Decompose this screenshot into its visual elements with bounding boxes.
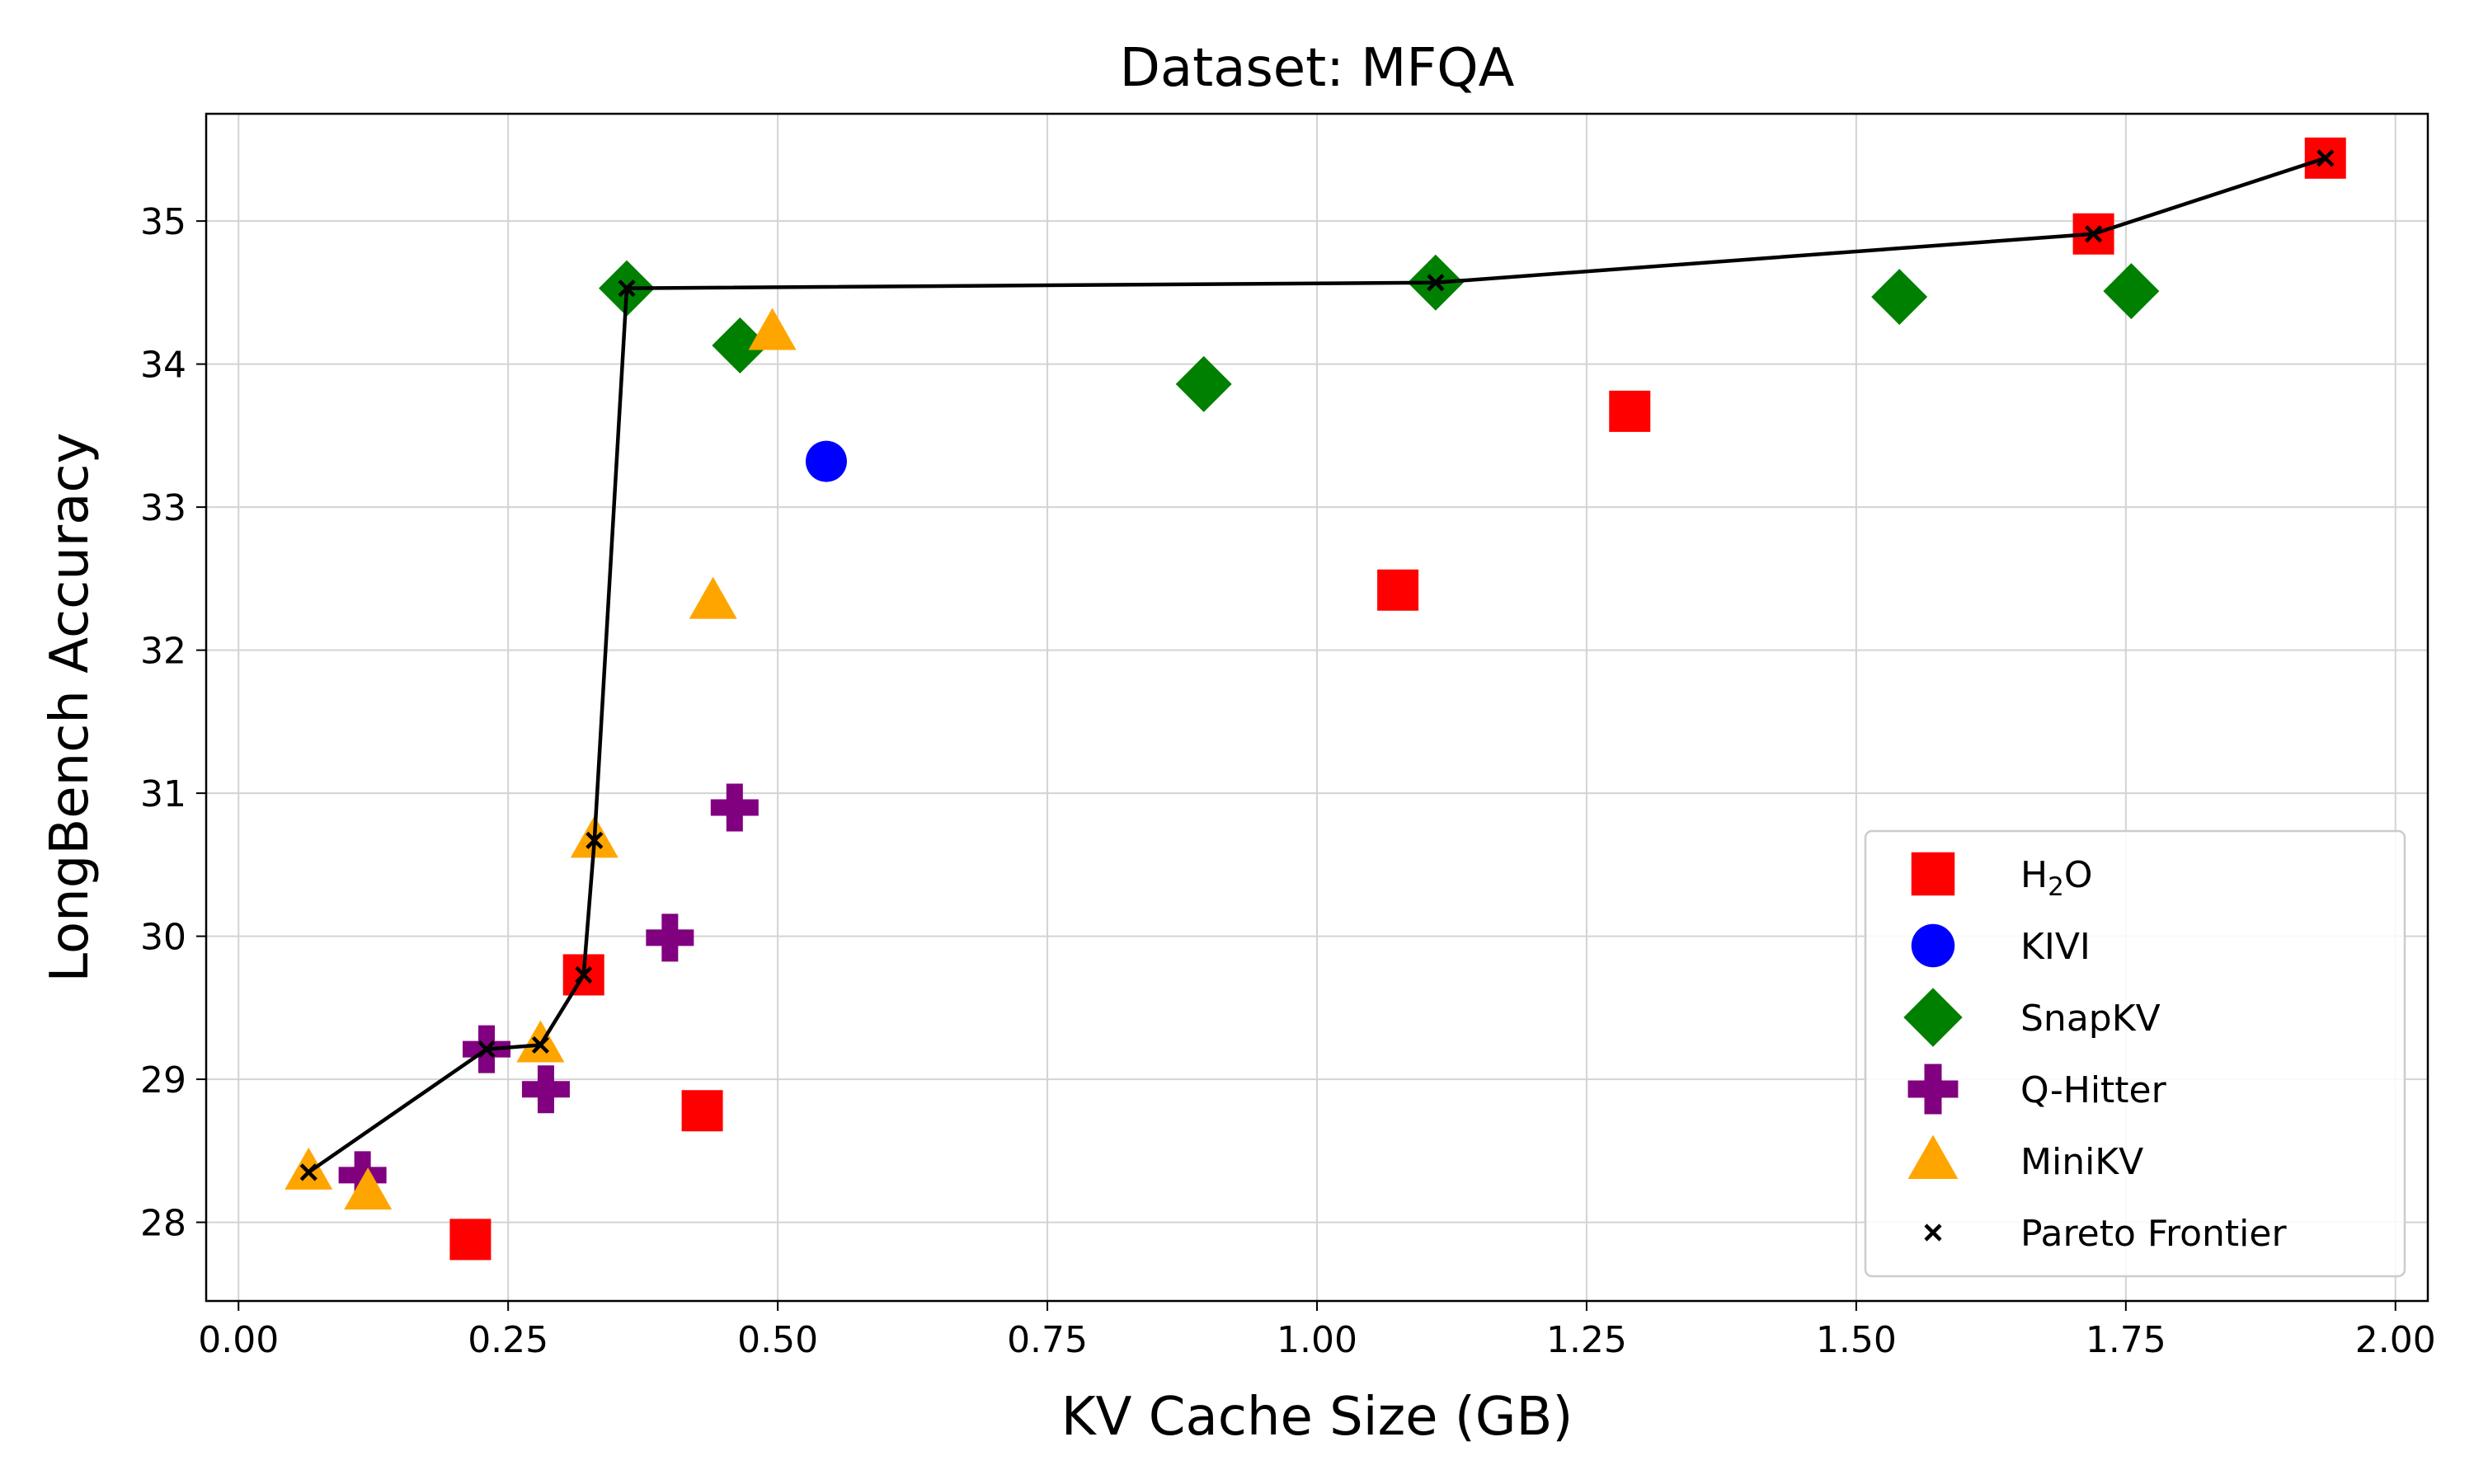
chart-title: Dataset: MFQA <box>1120 38 1515 99</box>
legend-marker-kivi <box>1911 923 1955 968</box>
minikv-point <box>285 1147 333 1190</box>
h2o-point <box>1609 390 1651 432</box>
legend-label-minikv: MiniKV <box>2020 1141 2143 1183</box>
q-hitter-point <box>521 1065 570 1114</box>
q-hitter-point <box>646 913 694 962</box>
x-tick-label: 0.75 <box>1007 1319 1088 1361</box>
x-axis-title: KV Cache Size (GB) <box>1061 1387 1573 1448</box>
series-snapkv <box>599 254 2160 412</box>
x-tick-label: 2.00 <box>2355 1319 2436 1361</box>
pareto-frontier-marker <box>575 965 593 984</box>
series-kivi <box>805 440 847 482</box>
pareto-frontier-marker <box>2316 149 2335 167</box>
axis-ticks: 0.00 0.25 0.50 0.75 1.00 1.25 1.50 1.75 2.00 28 29… <box>140 201 2436 1361</box>
x-tick-label: 1.25 <box>1546 1319 1627 1361</box>
series-h2o <box>449 137 2346 1261</box>
pareto-frontier-marker <box>477 1040 496 1059</box>
h2o-point <box>449 1219 492 1261</box>
legend-label-h2o: H2O <box>2020 854 2092 902</box>
y-axis-title: LongBench Accuracy <box>40 433 101 983</box>
y-tick-label: 34 <box>140 345 186 387</box>
pareto-frontier-marker <box>618 279 636 298</box>
q-hitter-point <box>338 1151 387 1200</box>
x-tick-label: 1.75 <box>2086 1319 2166 1361</box>
h2o-point <box>1377 569 1419 611</box>
legend-marker-pareto-frontier <box>1924 1223 1942 1242</box>
legend-marker-minikv <box>1907 1134 1959 1180</box>
legend-box <box>1864 829 2406 1278</box>
y-tick-label: 32 <box>140 631 186 673</box>
x-tick-label: 0.50 <box>737 1319 818 1361</box>
y-tick-label: 28 <box>140 1203 186 1245</box>
legend-marker-h2o <box>1911 852 1955 896</box>
kivi-point <box>805 440 847 482</box>
legend-marker-q-hitter <box>1907 1064 1959 1115</box>
minikv-point <box>516 1020 565 1063</box>
x-tick-label: 1.00 <box>1277 1319 1357 1361</box>
legend-label-kivi: KIVI <box>2020 926 2091 968</box>
x-tick-label: 0.00 <box>198 1319 279 1361</box>
y-tick-label: 30 <box>140 917 186 959</box>
pareto-frontier-marker <box>1427 274 1445 292</box>
pareto-frontier-marker <box>2084 225 2103 243</box>
pareto-frontier-marker <box>299 1163 317 1181</box>
minikv-point <box>748 308 797 350</box>
minikv-point <box>344 1167 393 1210</box>
data-points-layer <box>285 137 2346 1261</box>
legend-label-snapkv: SnapKV <box>2020 998 2161 1040</box>
grid <box>206 114 2428 1301</box>
legend: H2O KIVI SnapKV Q-Hitter MiniKV Pareto Fronti… <box>1864 829 2406 1278</box>
legend-label-pareto-frontier: Pareto Frontier <box>2020 1213 2287 1255</box>
x-tick-label: 0.25 <box>468 1319 548 1361</box>
y-tick-label: 29 <box>140 1059 186 1101</box>
pareto-frontier-marker <box>531 1036 549 1054</box>
y-tick-label: 33 <box>140 487 186 529</box>
q-hitter-point <box>710 783 759 832</box>
pareto-frontier-marker <box>586 831 604 849</box>
y-tick-label: 35 <box>140 201 186 243</box>
h2o-point <box>681 1090 723 1132</box>
legend-label-q-hitter: Q-Hitter <box>2020 1069 2167 1111</box>
snapkv-point <box>1871 269 1928 326</box>
x-tick-label: 1.50 <box>1816 1319 1897 1361</box>
minikv-point <box>689 576 737 619</box>
y-tick-label: 31 <box>140 773 186 815</box>
legend-marker-snapkv <box>1903 988 1963 1047</box>
snapkv-point <box>2103 263 2160 320</box>
snapkv-point <box>1175 355 1232 412</box>
snapkv-point <box>712 317 769 374</box>
series-q-hitter <box>338 783 759 1200</box>
